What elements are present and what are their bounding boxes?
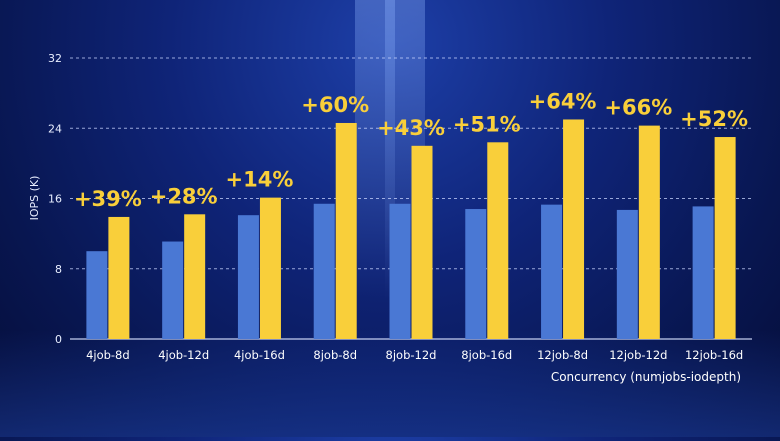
x-tick-label: 4job-8d [86, 348, 130, 362]
bar-baseline [313, 203, 335, 339]
x-axis-label: Concurrency (numjobs-iodepth) [551, 370, 741, 384]
x-tick-label: 12job-12d [609, 348, 667, 362]
improvement-label: +39% [74, 187, 142, 211]
improvement-label: +28% [150, 184, 218, 208]
bar-optimized [411, 145, 433, 339]
bar-baseline [616, 209, 638, 339]
bar-baseline [389, 203, 411, 339]
improvement-label: +52% [680, 107, 748, 131]
bars [86, 119, 736, 339]
y-axis-ticks: 0 8 16 24 32 [48, 52, 62, 346]
bar-optimized [259, 197, 281, 339]
improvement-label: +60% [301, 93, 369, 117]
y-axis-label: IOPS (K) [28, 176, 41, 221]
x-axis-ticks: 4job-8d 4job-12d 4job-16d 8job-8d 8job-12d 8j… [86, 348, 743, 362]
bar-optimized [108, 216, 130, 339]
bar-baseline [162, 241, 184, 339]
bar-optimized [487, 142, 509, 339]
bar-optimized [563, 119, 585, 339]
bar-baseline [86, 251, 108, 339]
improvement-label: +64% [529, 89, 597, 113]
x-tick-label: 8job-12d [386, 348, 437, 362]
bar-baseline [692, 206, 714, 339]
y-tick-label: 8 [55, 263, 62, 276]
improvement-label: +14% [226, 168, 294, 192]
improvement-label: +66% [604, 96, 672, 120]
bar-baseline [465, 209, 487, 339]
y-tick-label: 0 [55, 333, 62, 346]
gridlines [70, 57, 752, 340]
bar-optimized [184, 214, 206, 339]
improvement-label: +43% [377, 116, 445, 140]
bar-optimized [335, 122, 357, 339]
x-tick-label: 4job-12d [158, 348, 209, 362]
bar-baseline [237, 215, 259, 339]
y-tick-label: 24 [48, 122, 62, 135]
x-tick-label: 8job-16d [461, 348, 512, 362]
x-tick-label: 4job-16d [234, 348, 285, 362]
x-tick-label: 8job-8d [313, 348, 357, 362]
bar-optimized [638, 125, 660, 339]
y-tick-label: 16 [48, 193, 62, 206]
y-tick-label: 32 [48, 52, 62, 65]
bar-optimized [714, 137, 736, 339]
x-tick-label: 12job-8d [537, 348, 588, 362]
bar-baseline [541, 204, 563, 339]
x-tick-label: 12job-16d [685, 348, 743, 362]
annotations: +39% +28% +14% +60% +43% +51% +64% +66% +52% [74, 89, 748, 210]
improvement-label: +51% [453, 112, 521, 136]
